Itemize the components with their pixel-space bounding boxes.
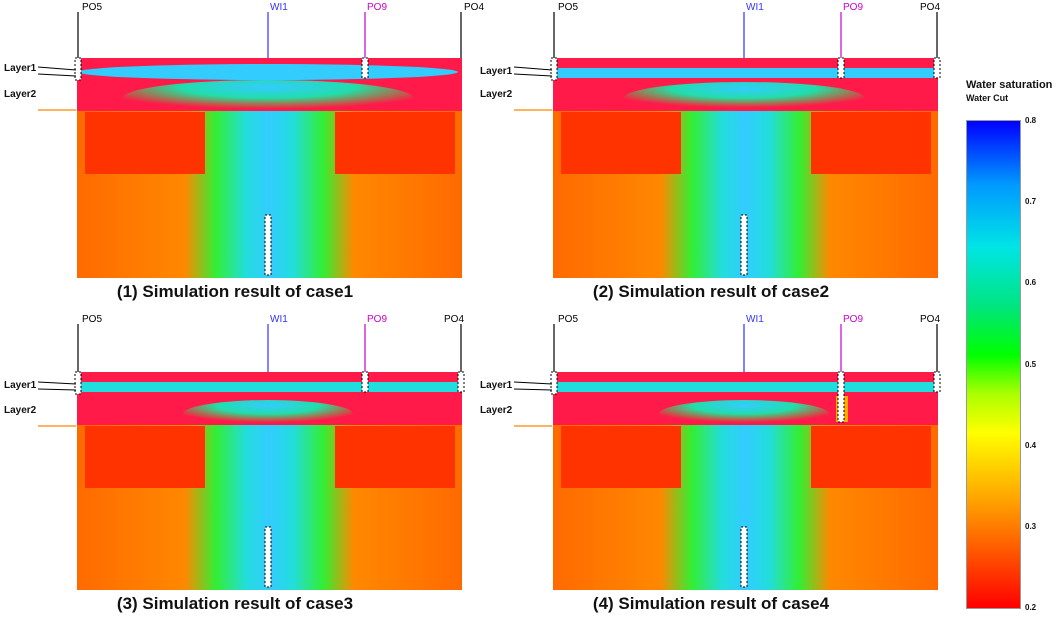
panel-case2: PO5 WI1 PO9 PO4 Layer1 Layer2 (2) Simula… [476,0,946,310]
label-layer2: Layer2 [480,89,513,100]
label-po9: PO9 [367,2,388,13]
label-wi1: WI1 [746,2,764,13]
wi1-perforation [264,526,272,588]
label-layer1: Layer1 [4,63,37,74]
wi1-perforation [740,526,748,588]
legend-title: Water saturation [966,79,1053,91]
layer1-plume [556,382,936,392]
layer1-pointer-a [513,381,553,385]
left-red-block [561,112,681,174]
panel-case1: PO5 WI1 PO9 PO4 Layer1 Layer2 (1) Simula… [0,0,484,310]
tick-0-8: 0.8 [1025,116,1037,125]
tick-0-7: 0.7 [1025,197,1037,206]
layer2-plume [123,80,413,116]
wi1-perforation [740,214,748,276]
layer2-plume [183,400,353,428]
po5-perforation [550,371,558,395]
wi1-perforation [264,214,272,276]
layer2-plume [659,400,829,428]
label-po4: PO4 [444,314,465,325]
label-po9: PO9 [843,314,864,325]
po9-perforation [837,57,845,79]
tick-0-3: 0.3 [1025,522,1037,531]
po9-perforation [837,371,845,423]
tick-0-5: 0.5 [1025,360,1037,369]
layer1-plume [78,64,458,80]
simulation-plot-case2 [513,12,941,278]
panel-case3: PO5 WI1 PO9 PO4 Layer1 Layer2 (3) Simula… [0,312,470,622]
panel-case4: PO5 WI1 PO9 PO4 Layer1 Layer2 (4) Simula… [476,312,946,622]
simulation-plot-case4 [513,324,941,590]
po5-perforation [74,371,82,395]
layer1-pointer-a [37,381,77,385]
left-red-block [85,112,205,174]
label-layer2: Layer2 [4,405,37,416]
label-po9: PO9 [843,2,864,13]
legend-subtitle: Water Cut [966,93,1009,103]
label-po4: PO4 [920,314,941,325]
right-red-block [335,426,455,488]
label-po5: PO5 [558,314,579,325]
tick-0-4: 0.4 [1025,441,1037,450]
po4-perforation [933,371,941,393]
layer1-pointer-a [513,66,553,71]
caption-case4: (4) Simulation result of case4 [592,594,830,613]
tick-0-2: 0.2 [1025,603,1037,612]
po5-perforation [74,57,82,81]
label-po5: PO5 [82,2,103,13]
layer1-pointer-b [37,73,77,77]
label-po9: PO9 [367,314,388,325]
layer1-plume [556,68,936,78]
label-po4: PO4 [920,2,941,13]
layer1-pointer-b [37,388,77,391]
label-layer1: Layer1 [4,380,37,391]
label-po5: PO5 [82,314,103,325]
layer1-plume [80,382,460,392]
label-wi1: WI1 [746,314,764,325]
simulation-plot-case1 [37,12,462,278]
label-wi1: WI1 [270,314,288,325]
label-wi1: WI1 [270,2,288,13]
label-layer1: Layer1 [480,66,513,77]
po9-perforation [361,371,369,393]
po4-perforation [457,371,465,393]
layer1-pointer-a [37,66,77,71]
caption-case3: (3) Simulation result of case3 [116,594,354,613]
label-layer2: Layer2 [4,89,37,100]
right-red-block [811,112,931,174]
po4-perforation [933,57,941,79]
label-layer2: Layer2 [480,405,513,416]
po9-perforation [361,57,369,79]
po5-perforation [550,57,558,81]
label-layer1: Layer1 [480,380,513,391]
label-po4: PO4 [464,2,485,13]
layer1-pointer-b [513,73,553,77]
simulation-plot-case3 [37,324,465,590]
caption-case1: (1) Simulation result of case1 [116,282,354,301]
layer1-pointer-b [513,388,553,391]
colorbar [966,120,1021,609]
left-red-block [561,426,681,488]
layer2-plume [624,82,864,114]
left-red-block [85,426,205,488]
right-red-block [335,112,455,174]
caption-case2: (2) Simulation result of case2 [592,282,830,301]
right-red-block [811,426,931,488]
label-po5: PO5 [558,2,579,13]
tick-0-6: 0.6 [1025,278,1037,287]
